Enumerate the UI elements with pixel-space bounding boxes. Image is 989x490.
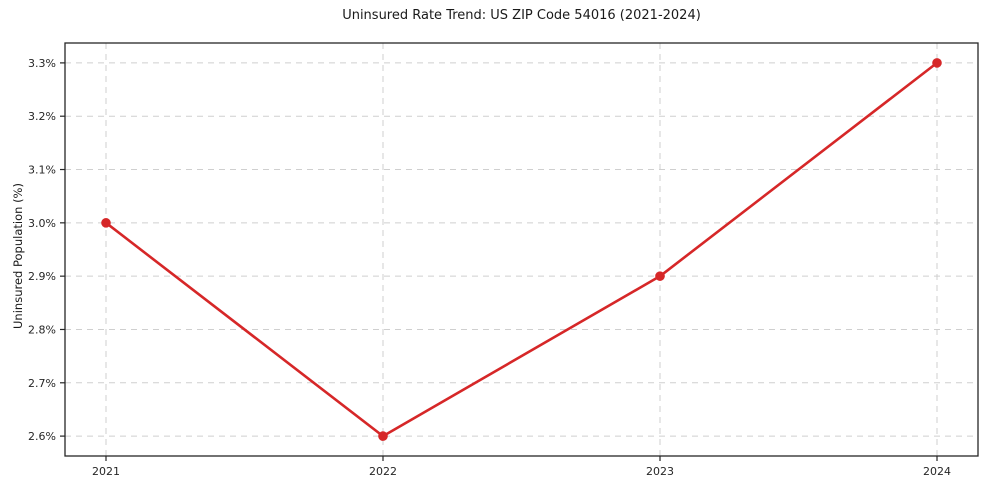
data-point-marker: [378, 431, 388, 441]
y-tick-label: 2.9%: [28, 270, 56, 283]
plot-border: [64, 42, 979, 457]
data-point-marker: [101, 218, 111, 228]
data-point-marker: [932, 58, 942, 68]
data-point-marker: [655, 271, 665, 281]
y-tick-label: 3.3%: [28, 57, 56, 70]
y-tick-label: 3.1%: [28, 164, 56, 177]
y-tick-label: 2.7%: [28, 377, 56, 390]
trend-line: [104, 61, 939, 438]
y-tick-label: 2.8%: [28, 323, 56, 336]
y-tick-label: 2.6%: [28, 430, 56, 443]
x-tick-label: 2023: [646, 465, 674, 478]
y-tick-label: 3.2%: [28, 110, 56, 123]
y-tick-label: 3.0%: [28, 217, 56, 230]
x-tick-label: 2021: [92, 465, 120, 478]
x-tick-label: 2022: [369, 465, 397, 478]
x-tick-label: 2024: [923, 465, 951, 478]
chart-title: Uninsured Rate Trend: US ZIP Code 54016 …: [342, 8, 701, 23]
